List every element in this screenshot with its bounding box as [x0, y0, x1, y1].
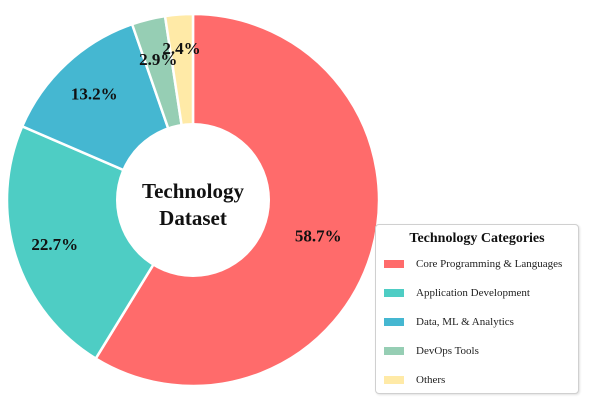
slice-label-2: 22.7% [31, 235, 78, 254]
legend-swatch-5 [384, 375, 404, 384]
legend-label-2: Application Development [416, 286, 530, 299]
legend-swatch-3 [384, 317, 404, 326]
slice-label-4: 2.9% [139, 50, 177, 69]
legend-label-1: Core Programming & Languages [416, 257, 563, 270]
legend: Technology Categories Core Programming &… [375, 224, 579, 394]
legend-label-4: DevOps Tools [416, 344, 479, 357]
legend-label-3: Data, ML & Analytics [416, 315, 514, 328]
donut-hole [116, 123, 270, 277]
legend-swatch-2 [384, 288, 404, 297]
legend-item-4: DevOps Tools [384, 336, 570, 365]
center-label-line-1: Technology [142, 179, 244, 203]
legend-label-5: Others [416, 373, 446, 386]
center-label-line-2: Dataset [159, 206, 227, 230]
legend-items: Core Programming & Languages Application … [384, 249, 570, 394]
legend-swatch-1 [384, 259, 404, 268]
slice-label-5: 2.4% [162, 39, 200, 58]
legend-item-2: Application Development [384, 278, 570, 307]
legend-item-3: Data, ML & Analytics [384, 307, 570, 336]
legend-swatch-4 [384, 346, 404, 355]
legend-title: Technology Categories [409, 231, 545, 246]
slice-value-labels: 58.7% 22.7% 13.2% 2.9%2.4% [31, 39, 341, 254]
legend-item-1: Core Programming & Languages [384, 249, 570, 278]
slice-label-3: 13.2% [71, 85, 118, 104]
legend-item-5: Others [384, 365, 570, 394]
slice-label-1: 58.7% [295, 226, 342, 245]
